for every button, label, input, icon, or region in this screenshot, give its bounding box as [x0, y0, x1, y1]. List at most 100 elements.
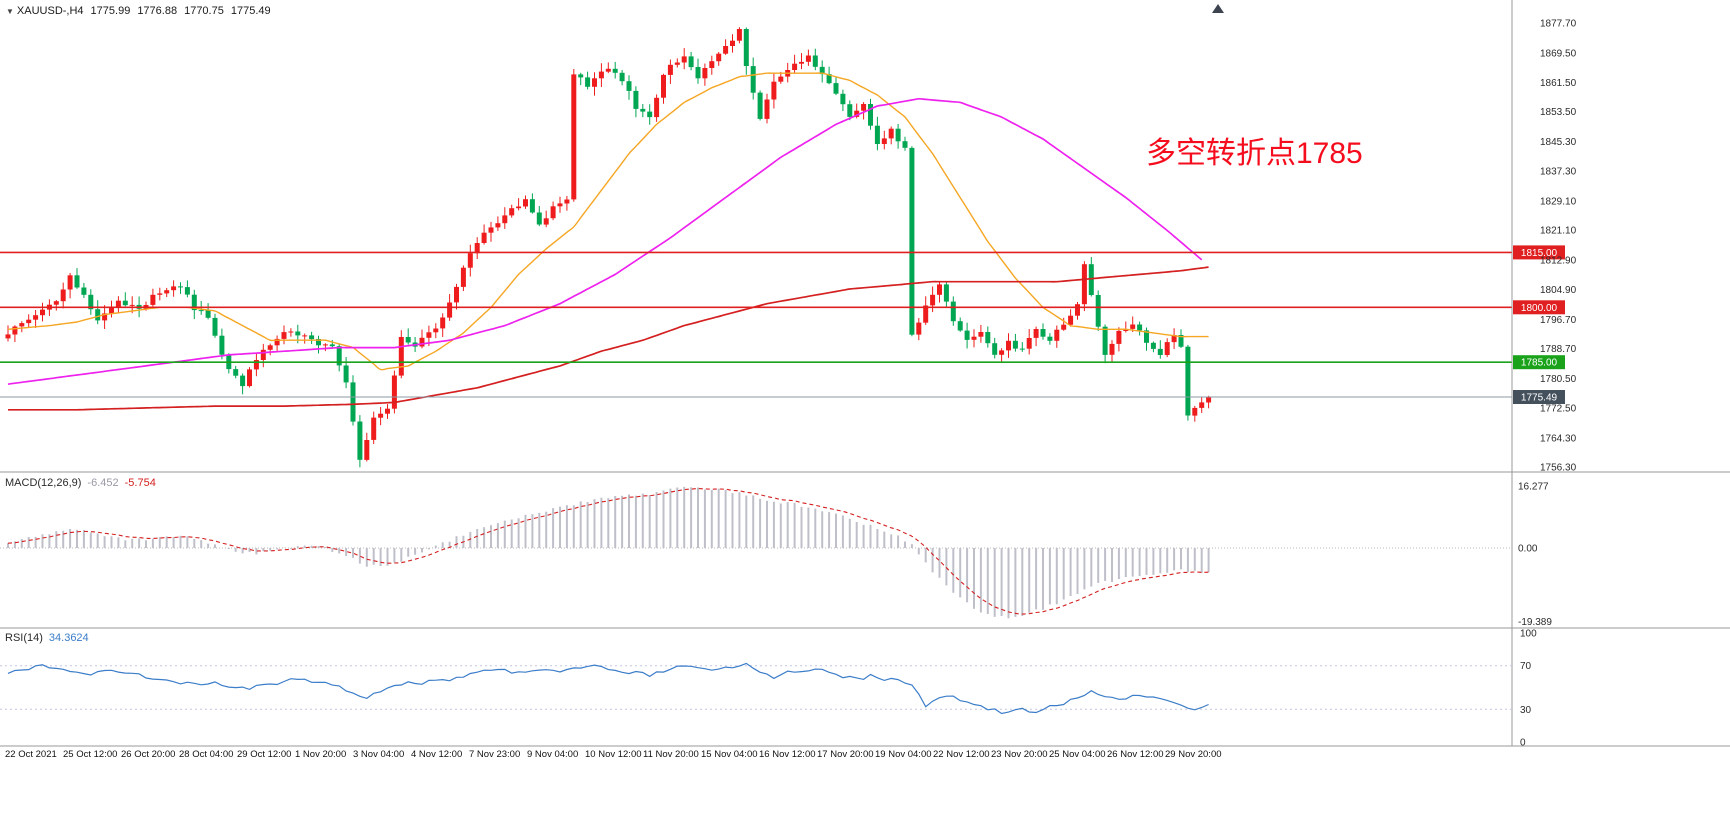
time-axis-label: 26 Nov 12:00 — [1107, 749, 1164, 760]
candle-body — [357, 421, 363, 460]
macd-signal-value: -5.754 — [124, 477, 156, 489]
candle-body — [1081, 264, 1087, 305]
candle-body — [129, 304, 135, 306]
candle-body — [681, 56, 687, 63]
symbol-dropdown-icon[interactable]: ▼ — [6, 7, 14, 16]
macd-axis-label: 0.00 — [1518, 544, 1538, 555]
candle-body — [336, 346, 342, 366]
candle-body — [764, 99, 770, 119]
candle-body — [1130, 324, 1136, 329]
candle-body — [502, 215, 508, 224]
scroll-to-end-icon[interactable] — [1212, 4, 1224, 13]
candle-body — [95, 309, 101, 321]
candle-body — [205, 310, 211, 318]
time-axis-label: 10 Nov 12:00 — [585, 749, 642, 760]
time-axis-label: 28 Oct 04:00 — [179, 749, 233, 760]
candle-body — [1102, 326, 1108, 355]
macd-signal-line — [7, 488, 1209, 615]
price-axis-label: 1837.30 — [1540, 166, 1577, 177]
time-axis[interactable]: 22 Oct 2021 25 Oct 12:00 26 Oct 20:00 28 Oc… — [5, 749, 1222, 760]
rsi-line — [7, 662, 1209, 715]
annotation-text[interactable]: 多空转折点1785 — [1146, 137, 1363, 170]
candle-body — [419, 337, 425, 347]
candle-body — [550, 206, 556, 219]
price-tag-text: 1800.00 — [1521, 303, 1558, 314]
candle-body — [109, 307, 114, 314]
candle-body — [115, 300, 121, 308]
candle-body — [364, 440, 370, 460]
candle-body — [1095, 295, 1101, 327]
time-axis-label: 25 Oct 12:00 — [63, 749, 117, 760]
candle-body — [81, 287, 87, 295]
candle-body — [833, 83, 839, 94]
rsi-axis-label: 30 — [1520, 705, 1532, 716]
time-axis-label: 29 Oct 12:00 — [237, 749, 291, 760]
candle-body — [19, 323, 25, 327]
candle-body — [1075, 304, 1080, 316]
price-axis[interactable]: 1877.70 1869.50 1861.50 1853.50 1845.30 1837.… — [1540, 19, 1577, 474]
candle-body — [467, 253, 473, 268]
price-axis-label: 1829.10 — [1540, 196, 1577, 207]
price-axis-label: 1821.10 — [1540, 226, 1577, 237]
candle-body — [495, 223, 501, 228]
macd-label: MACD(12,26,9) -6.452 -5.754 — [5, 477, 162, 489]
candle-body — [26, 319, 32, 324]
candle-body — [861, 104, 867, 111]
macd-axis-label: -19.389 — [1518, 617, 1552, 628]
candle-body — [709, 61, 715, 68]
price-levels[interactable]: 1815.00 1800.00 1785.00 1775.49 — [0, 245, 1565, 404]
candle-body — [1061, 324, 1067, 330]
candle-body — [316, 339, 321, 346]
price-tag-1800.00 — [1513, 300, 1565, 315]
time-axis-label: 29 Nov 20:00 — [1165, 749, 1222, 760]
symbol-timeframe: XAUUSD-,H4 — [16, 5, 84, 17]
time-axis-label: 3 Nov 04:00 — [353, 749, 404, 760]
candle-body — [598, 71, 604, 79]
candle-body — [350, 382, 356, 422]
candle-body — [385, 408, 390, 414]
candle-body — [288, 331, 294, 333]
ohlc-open: 1775.99 — [90, 5, 131, 17]
time-axis-label: 23 Nov 20:00 — [991, 749, 1048, 760]
candle-body — [640, 108, 646, 112]
price-axis-label: 1804.90 — [1540, 285, 1577, 296]
candle-body — [529, 199, 535, 213]
candle-body — [937, 284, 942, 295]
candle-body — [398, 337, 404, 376]
candle-body — [1033, 329, 1039, 338]
candle-body — [571, 74, 577, 200]
price-axis-label: 1861.50 — [1540, 78, 1577, 89]
candle-body — [171, 286, 177, 291]
candle-body — [1185, 346, 1191, 416]
candle-body — [1026, 338, 1032, 349]
candle-body — [33, 315, 39, 320]
time-axis-label: 17 Nov 20:00 — [817, 749, 874, 760]
ma-mid-line — [7, 97, 1203, 386]
candle-body — [198, 310, 204, 312]
candle-body — [1088, 264, 1094, 295]
candle-body — [633, 90, 639, 109]
candle-body — [1137, 324, 1143, 331]
candle-body — [343, 365, 349, 383]
candle-body — [150, 294, 156, 305]
price-axis-label: 1853.50 — [1540, 107, 1577, 118]
candle-body — [191, 294, 197, 311]
candle-body — [5, 334, 11, 339]
candle-body — [667, 64, 673, 75]
candle-body — [1109, 343, 1115, 355]
macd-value: -6.452 — [87, 477, 119, 489]
candle-body — [1012, 340, 1018, 349]
candle-body — [1164, 342, 1170, 355]
candle-body — [957, 321, 963, 331]
price-axis-label: 1845.30 — [1540, 137, 1577, 148]
candle-body — [88, 294, 94, 310]
candle-body — [812, 55, 818, 67]
candle-body — [730, 40, 735, 46]
candle-body — [378, 413, 384, 418]
candle-body — [53, 301, 59, 305]
price-tag-1815.00 — [1513, 245, 1565, 260]
candle-body — [930, 294, 936, 306]
candle-body — [1150, 342, 1156, 349]
candle-body — [743, 29, 749, 66]
